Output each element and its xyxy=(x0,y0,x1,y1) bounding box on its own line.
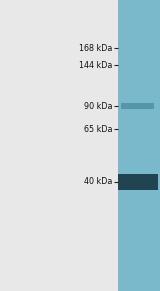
Bar xyxy=(118,174,158,190)
Bar xyxy=(118,0,160,291)
Bar xyxy=(121,103,154,109)
Text: 168 kDa: 168 kDa xyxy=(79,44,113,52)
Text: 90 kDa: 90 kDa xyxy=(84,102,113,111)
Text: 65 kDa: 65 kDa xyxy=(84,125,113,134)
Text: 40 kDa: 40 kDa xyxy=(84,178,113,186)
Text: 144 kDa: 144 kDa xyxy=(79,61,113,70)
